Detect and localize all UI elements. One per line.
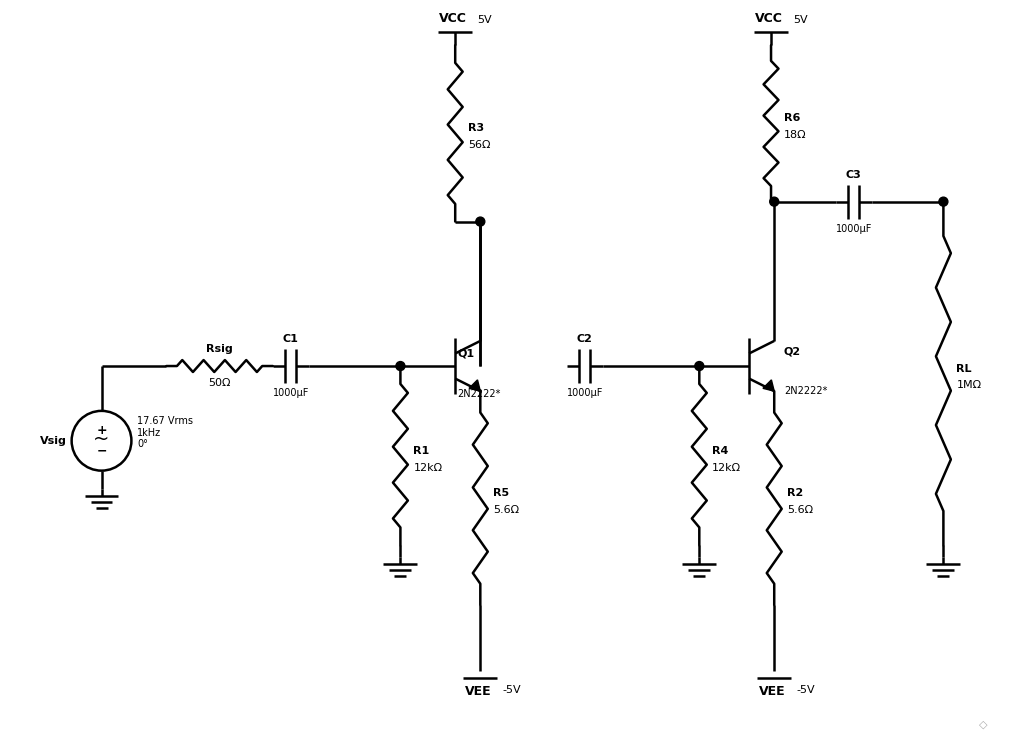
Text: 18Ω: 18Ω [784,131,807,140]
Circle shape [396,361,404,370]
Circle shape [770,198,778,206]
Text: +: + [96,424,106,437]
Text: Q2: Q2 [784,346,801,356]
Text: 56Ω: 56Ω [468,140,490,150]
Text: ◇: ◇ [979,719,987,730]
Text: ~: ~ [93,430,110,449]
Text: 17.67 Vrms
1kHz
0°: 17.67 Vrms 1kHz 0° [137,416,194,449]
Text: −: − [96,445,106,457]
Text: 5V: 5V [793,15,808,26]
Text: Q1: Q1 [457,348,474,358]
Text: R1: R1 [414,446,430,456]
Text: 1000μF: 1000μF [836,224,871,234]
Text: 5V: 5V [477,15,492,26]
Text: 12kΩ: 12kΩ [713,463,741,472]
Text: VCC: VCC [755,12,783,26]
Circle shape [695,361,703,370]
Circle shape [476,217,484,226]
Text: 50Ω: 50Ω [208,378,230,388]
Circle shape [939,198,948,206]
Text: R3: R3 [468,123,484,134]
Text: R4: R4 [713,446,729,456]
Text: -5V: -5V [502,685,521,695]
Text: VEE: VEE [759,685,785,698]
Text: 5.6Ω: 5.6Ω [494,505,519,515]
Text: 1000μF: 1000μF [272,388,309,398]
Polygon shape [469,380,480,391]
Text: 2N2222*: 2N2222* [784,386,827,396]
Text: 12kΩ: 12kΩ [414,463,442,472]
Text: C3: C3 [846,170,861,179]
Text: VEE: VEE [465,685,492,698]
Text: 5.6Ω: 5.6Ω [787,505,813,515]
Text: Vsig: Vsig [40,436,67,446]
Polygon shape [763,380,774,391]
Text: Rsig: Rsig [206,344,233,354]
Text: -5V: -5V [796,685,815,695]
Text: 1MΩ: 1MΩ [956,381,981,391]
Text: VCC: VCC [439,12,467,26]
Text: R2: R2 [787,488,804,498]
Text: 1000μF: 1000μF [566,388,603,398]
Text: C2: C2 [577,334,593,344]
Text: R6: R6 [784,113,801,123]
Text: 2N2222*: 2N2222* [457,389,501,399]
Text: C1: C1 [283,334,299,344]
Text: R5: R5 [494,488,509,498]
Text: RL: RL [956,363,972,373]
